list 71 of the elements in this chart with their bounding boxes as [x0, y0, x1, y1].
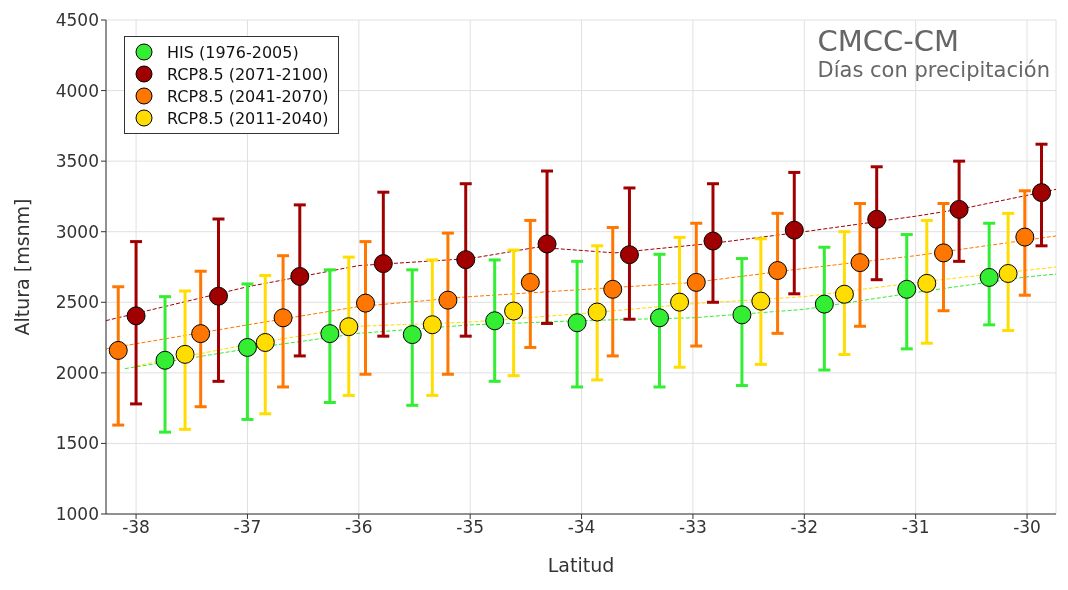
chart-title: CMCC-CM [817, 24, 961, 58]
point [456, 250, 476, 270]
legend-label: RCP8.5 (2011-2040) [167, 108, 329, 128]
point [703, 231, 723, 251]
point [126, 306, 146, 326]
point [504, 301, 524, 321]
y-tick-label: 4500 [55, 10, 99, 31]
point [934, 243, 954, 263]
point [155, 350, 175, 370]
y-tick-label: 1000 [55, 504, 99, 525]
y-tick-label: 4000 [55, 80, 99, 101]
point [670, 292, 690, 312]
point [619, 245, 639, 265]
point [1015, 227, 1035, 247]
point [784, 220, 804, 240]
y-tick-label: 1500 [55, 433, 99, 454]
x-tick-label: -31 [901, 517, 930, 538]
y-tick-label: 3500 [55, 151, 99, 172]
point [320, 324, 340, 344]
x-axis-title: Latitud [547, 554, 615, 576]
point [402, 325, 422, 345]
point [686, 272, 706, 292]
point [979, 267, 999, 287]
point [814, 294, 834, 314]
x-tick-label: -37 [233, 517, 262, 538]
legend-label: RCP8.5 (2041-2070) [167, 86, 329, 106]
point [867, 209, 887, 229]
x-tick-label: -35 [456, 517, 485, 538]
y-tick-label: 3000 [55, 221, 99, 242]
point [438, 290, 458, 310]
y-axis-title: Altura [msnm] [10, 198, 33, 336]
point [567, 313, 587, 333]
point [175, 344, 195, 364]
point [339, 317, 359, 337]
point [356, 293, 375, 313]
point [237, 337, 257, 357]
x-tick-label: -33 [679, 517, 707, 538]
x-tick-label: -36 [344, 517, 373, 538]
x-tick-label: -34 [567, 517, 596, 538]
point [834, 284, 854, 304]
point [897, 279, 917, 299]
point [290, 266, 310, 286]
point [949, 199, 969, 219]
x-tick-label: -38 [122, 517, 150, 538]
y-tick-label: 2500 [55, 292, 99, 313]
x-tick-label: -32 [790, 517, 819, 538]
point [422, 315, 442, 335]
point [587, 302, 607, 322]
point [603, 279, 623, 299]
text: Días con precipitación [817, 58, 1050, 82]
point [850, 253, 870, 273]
legend-label: HIS (1976-2005) [167, 42, 299, 62]
point [732, 305, 752, 325]
point [255, 333, 275, 353]
legend-label: RCP8.5 (2071-2100) [167, 64, 329, 84]
point [191, 324, 211, 344]
point [1032, 183, 1052, 203]
point [273, 308, 293, 328]
point [751, 291, 771, 311]
point [208, 286, 228, 306]
point [520, 272, 540, 292]
point [768, 261, 788, 281]
point [373, 254, 393, 274]
point [537, 234, 557, 254]
x-tick-label: -30 [1013, 517, 1041, 538]
point [917, 273, 937, 293]
point [108, 340, 128, 360]
y-tick-label: 2000 [55, 362, 99, 383]
point [485, 311, 505, 331]
point [650, 308, 670, 328]
point [998, 263, 1018, 283]
